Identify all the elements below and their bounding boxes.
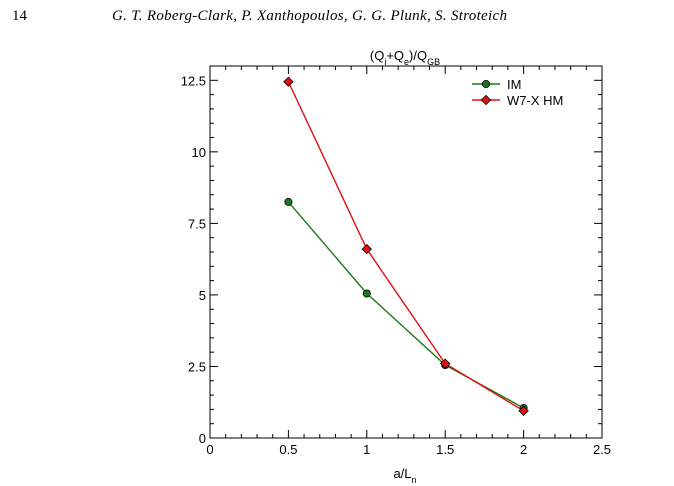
legend-label: W7-X HM	[507, 93, 563, 108]
data-point	[518, 405, 529, 416]
legend-marker	[480, 94, 492, 106]
legend-entry: W7-X HM	[472, 93, 563, 108]
series-layer	[283, 76, 529, 416]
series-line	[287, 81, 524, 412]
running-head-authors: G. T. Roberg-Clark, P. Xanthopoulos, G. …	[112, 8, 508, 24]
series-line	[287, 201, 524, 409]
page-number: 14	[12, 8, 27, 24]
x-tick-label: 0	[206, 442, 213, 457]
legend-marker	[481, 80, 490, 89]
x-tick-label: 1.5	[436, 442, 454, 457]
y-tick-label: 2.5	[188, 359, 206, 374]
axis-ticks: 0 0.5 1 1.5 2 2.5 0 2.5 5 7.5 10 12.5	[181, 66, 611, 457]
legend-label: IM	[507, 77, 521, 92]
x-tick-label: 2	[520, 442, 527, 457]
page-header: 14 G. T. Roberg-Clark, P. Xanthopoulos, …	[0, 6, 674, 30]
y-tick-label: 5	[199, 288, 206, 303]
y-tick-label: 12.5	[181, 73, 206, 88]
y-tick-label: 0	[199, 431, 206, 446]
data-point	[440, 358, 451, 369]
y-tick-label: 10	[192, 145, 206, 160]
series-im	[287, 201, 524, 409]
chart-title: (Qi+Qe)/QGB	[370, 48, 440, 67]
x-tick-label: 1	[363, 442, 370, 457]
series-w7x-hm	[287, 81, 524, 412]
data-point	[283, 76, 294, 87]
data-point	[362, 289, 371, 298]
x-tick-label: 2.5	[593, 442, 611, 457]
y-tick-label: 7.5	[188, 216, 206, 231]
data-point	[361, 243, 372, 255]
data-point	[284, 197, 293, 206]
plot-frame	[209, 65, 603, 439]
x-axis-label: a/Ln	[393, 466, 416, 485]
x-tick-label: 0.5	[279, 442, 297, 457]
legend-entry: IM	[472, 77, 521, 92]
